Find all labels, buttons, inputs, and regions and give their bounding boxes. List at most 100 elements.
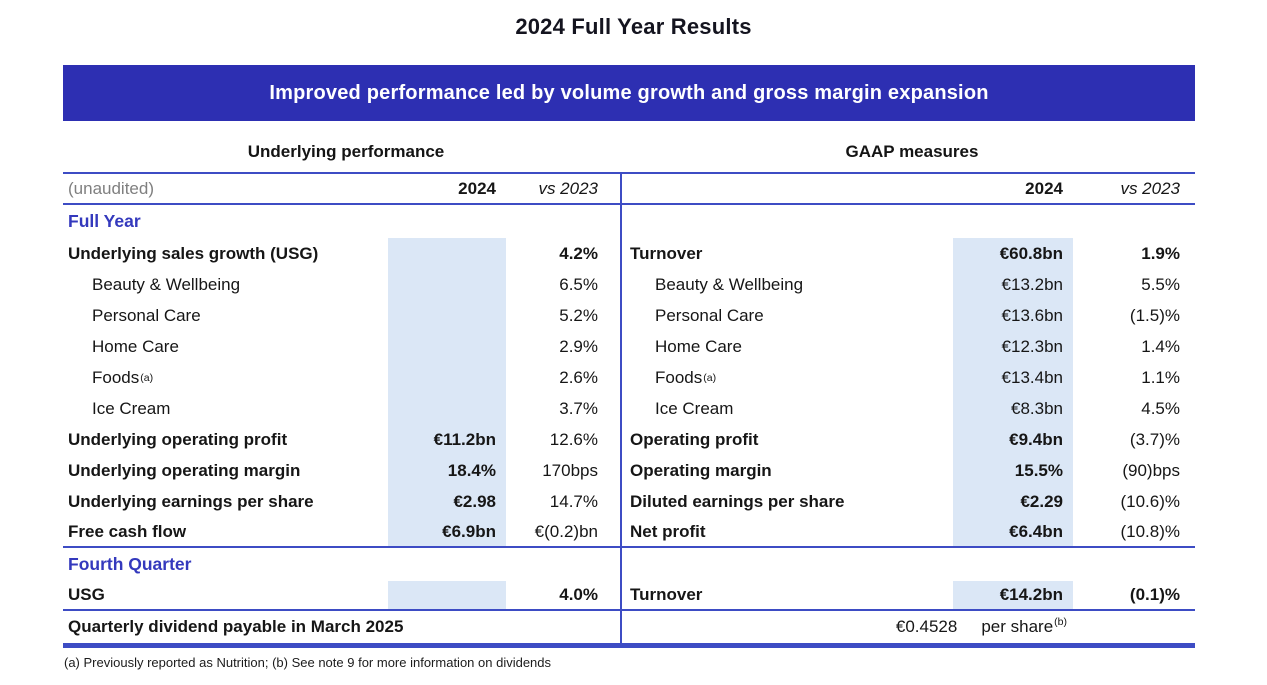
row-label: Personal Care [655, 305, 764, 325]
row-value-vs2023: 4.5% [1141, 398, 1180, 418]
dividend-amount: €0.4528 [895, 617, 958, 636]
unaudited-label: (unaudited) [68, 178, 155, 198]
section-row-left: Full Year [63, 205, 622, 238]
row-label: Operating profit [630, 429, 759, 449]
row-value-2024: €8.3bn [953, 393, 1073, 424]
table-row: Underlying operating margin 18.4% 170bps Op… [63, 455, 1195, 486]
row-right-half: Operating profit €9.4bn (3.7)% [622, 424, 1195, 455]
row-value-2024: €13.4bn [953, 362, 1073, 393]
table-row: USG 4.0% Turnover €14.2bn (0.1)% [63, 581, 1195, 611]
row-value-2024: €12.3bn [953, 331, 1073, 362]
table-row: Underlying earnings per share €2.98 14.7% D… [63, 486, 1195, 517]
row-value-2024: €13.2bn [953, 269, 1073, 300]
row-value-2024: €11.2bn [388, 424, 506, 455]
row-value-2024: 15.5% [953, 455, 1073, 486]
row-label: Ice Cream [92, 398, 171, 418]
row-value-vs2023: (10.8)% [1120, 521, 1180, 541]
row-label: Personal Care [92, 305, 201, 325]
row-value-vs2023: 5.5% [1141, 274, 1180, 294]
row-value-2024: €6.9bn [388, 517, 506, 546]
column-header-left: (unaudited) 2024 vs 2023 [63, 174, 622, 203]
headline-banner-text: Improved performance led by volume growt… [269, 81, 989, 104]
row-right-half: Personal Care €13.6bn (1.5)% [622, 300, 1195, 331]
row-value-2024: €2.29 [953, 486, 1073, 517]
row-left-half: Underlying earnings per share €2.98 14.7% [63, 486, 622, 517]
row-value-2024 [388, 269, 506, 300]
dividend-row: Quarterly dividend payable in March 2025… [63, 611, 1195, 643]
row-right-half: Beauty & Wellbeing €13.2bn 5.5% [622, 269, 1195, 300]
section-row: Fourth Quarter [63, 548, 1195, 581]
row-right-half: Foods (a) €13.4bn 1.1% [622, 362, 1195, 393]
row-label: Beauty & Wellbeing [655, 274, 804, 294]
row-left-half: Underlying operating margin 18.4% 170bps [63, 455, 622, 486]
table-row: Beauty & Wellbeing 6.5% Beauty & Wellbeing… [63, 269, 1195, 300]
panel-headings: Underlying performance GAAP measures [63, 142, 1195, 162]
row-label: Home Care [655, 336, 742, 356]
row-right-half: Turnover €14.2bn (0.1)% [622, 581, 1195, 609]
row-label: Foods (a) [92, 367, 154, 387]
row-left-half: Ice Cream 3.7% [63, 393, 622, 424]
row-value-2024 [388, 331, 506, 362]
row-value-vs2023: 6.5% [559, 274, 598, 294]
headline-banner: Improved performance led by volume growt… [63, 65, 1195, 121]
results-table: (unaudited) 2024 vs 2023 2024 vs 2023 Fu… [63, 172, 1195, 648]
row-value-2024: €9.4bn [953, 424, 1073, 455]
row-label: Underlying sales growth (USG) [68, 243, 319, 263]
row-left-half: Home Care 2.9% [63, 331, 622, 362]
col-2024-left: 2024 [458, 178, 496, 198]
dividend-row-right: €0.4528 per share(b) [622, 611, 1195, 643]
row-label: USG [68, 585, 105, 604]
table-row: Free cash flow €6.9bn €(0.2)bn Net profit €6… [63, 517, 1195, 548]
col-vs2023-right: vs 2023 [1120, 178, 1180, 198]
section-row: Full Year [63, 205, 1195, 238]
row-label: Underlying operating margin [68, 460, 301, 480]
row-value-vs2023: €(0.2)bn [534, 521, 598, 541]
footnote-marker-b: (b) [1054, 616, 1067, 629]
row-value-vs2023: (90)bps [1122, 460, 1180, 480]
table-row: Underlying sales growth (USG) 4.2% Turnove… [63, 238, 1195, 269]
row-label: Beauty & Wellbeing [92, 274, 241, 294]
row-value-vs2023: 1.9% [1141, 243, 1180, 263]
row-value-2024 [388, 581, 506, 609]
row-value-2024 [388, 300, 506, 331]
row-label: Operating margin [630, 460, 772, 480]
row-value-vs2023: 3.7% [559, 398, 598, 418]
row-value-vs2023: (1.5)% [1129, 305, 1180, 325]
row-right-half: Diluted earnings per share €2.29 (10.6)% [622, 486, 1195, 517]
row-left-half: Underlying sales growth (USG) 4.2% [63, 238, 622, 269]
row-label: Net profit [630, 521, 706, 541]
column-header-right: 2024 vs 2023 [622, 174, 1195, 203]
col-2024-right: 2024 [1025, 178, 1063, 198]
row-left-half: Foods (a) 2.6% [63, 362, 622, 393]
row-value-2024 [388, 393, 506, 424]
col-vs2023-left: vs 2023 [538, 178, 598, 198]
row-value-2024 [388, 362, 506, 393]
row-value-vs2023: 12.6% [549, 429, 598, 449]
row-label: Turnover [630, 585, 703, 604]
row-value-vs2023: 14.7% [549, 491, 598, 511]
row-label: Ice Cream [655, 398, 734, 418]
row-value-vs2023: 1.1% [1141, 367, 1180, 387]
row-value-2024 [388, 238, 506, 269]
row-label: Underlying earnings per share [68, 491, 314, 511]
row-label: Foods (a) [655, 367, 717, 387]
table-row: Ice Cream 3.7% Ice Cream €8.3bn 4.5% [63, 393, 1195, 424]
spacer [622, 174, 953, 203]
row-label: Free cash flow [68, 521, 187, 541]
dividend-label: Quarterly dividend payable in March 2025 [68, 617, 404, 636]
row-value-vs2023: (10.6)% [1120, 491, 1180, 511]
row-value-vs2023: 170bps [542, 460, 598, 480]
table-body: Full Year Underlying sales growth (USG) 4.… [63, 205, 1195, 611]
row-left-half: Personal Care 5.2% [63, 300, 622, 331]
section-row-right [622, 548, 1195, 581]
row-label: Underlying operating profit [68, 429, 288, 449]
row-left-half: Underlying operating profit €11.2bn 12.6% [63, 424, 622, 455]
table-row: Home Care 2.9% Home Care €12.3bn 1.4% [63, 331, 1195, 362]
column-header-row: (unaudited) 2024 vs 2023 2024 vs 2023 [63, 172, 1195, 205]
section-label: Full Year [68, 211, 141, 231]
row-value-vs2023: 2.9% [559, 336, 598, 356]
gaap-measures-heading: GAAP measures [845, 142, 979, 161]
table-row: Underlying operating profit €11.2bn 12.6% O… [63, 424, 1195, 455]
row-right-half: Home Care €12.3bn 1.4% [622, 331, 1195, 362]
